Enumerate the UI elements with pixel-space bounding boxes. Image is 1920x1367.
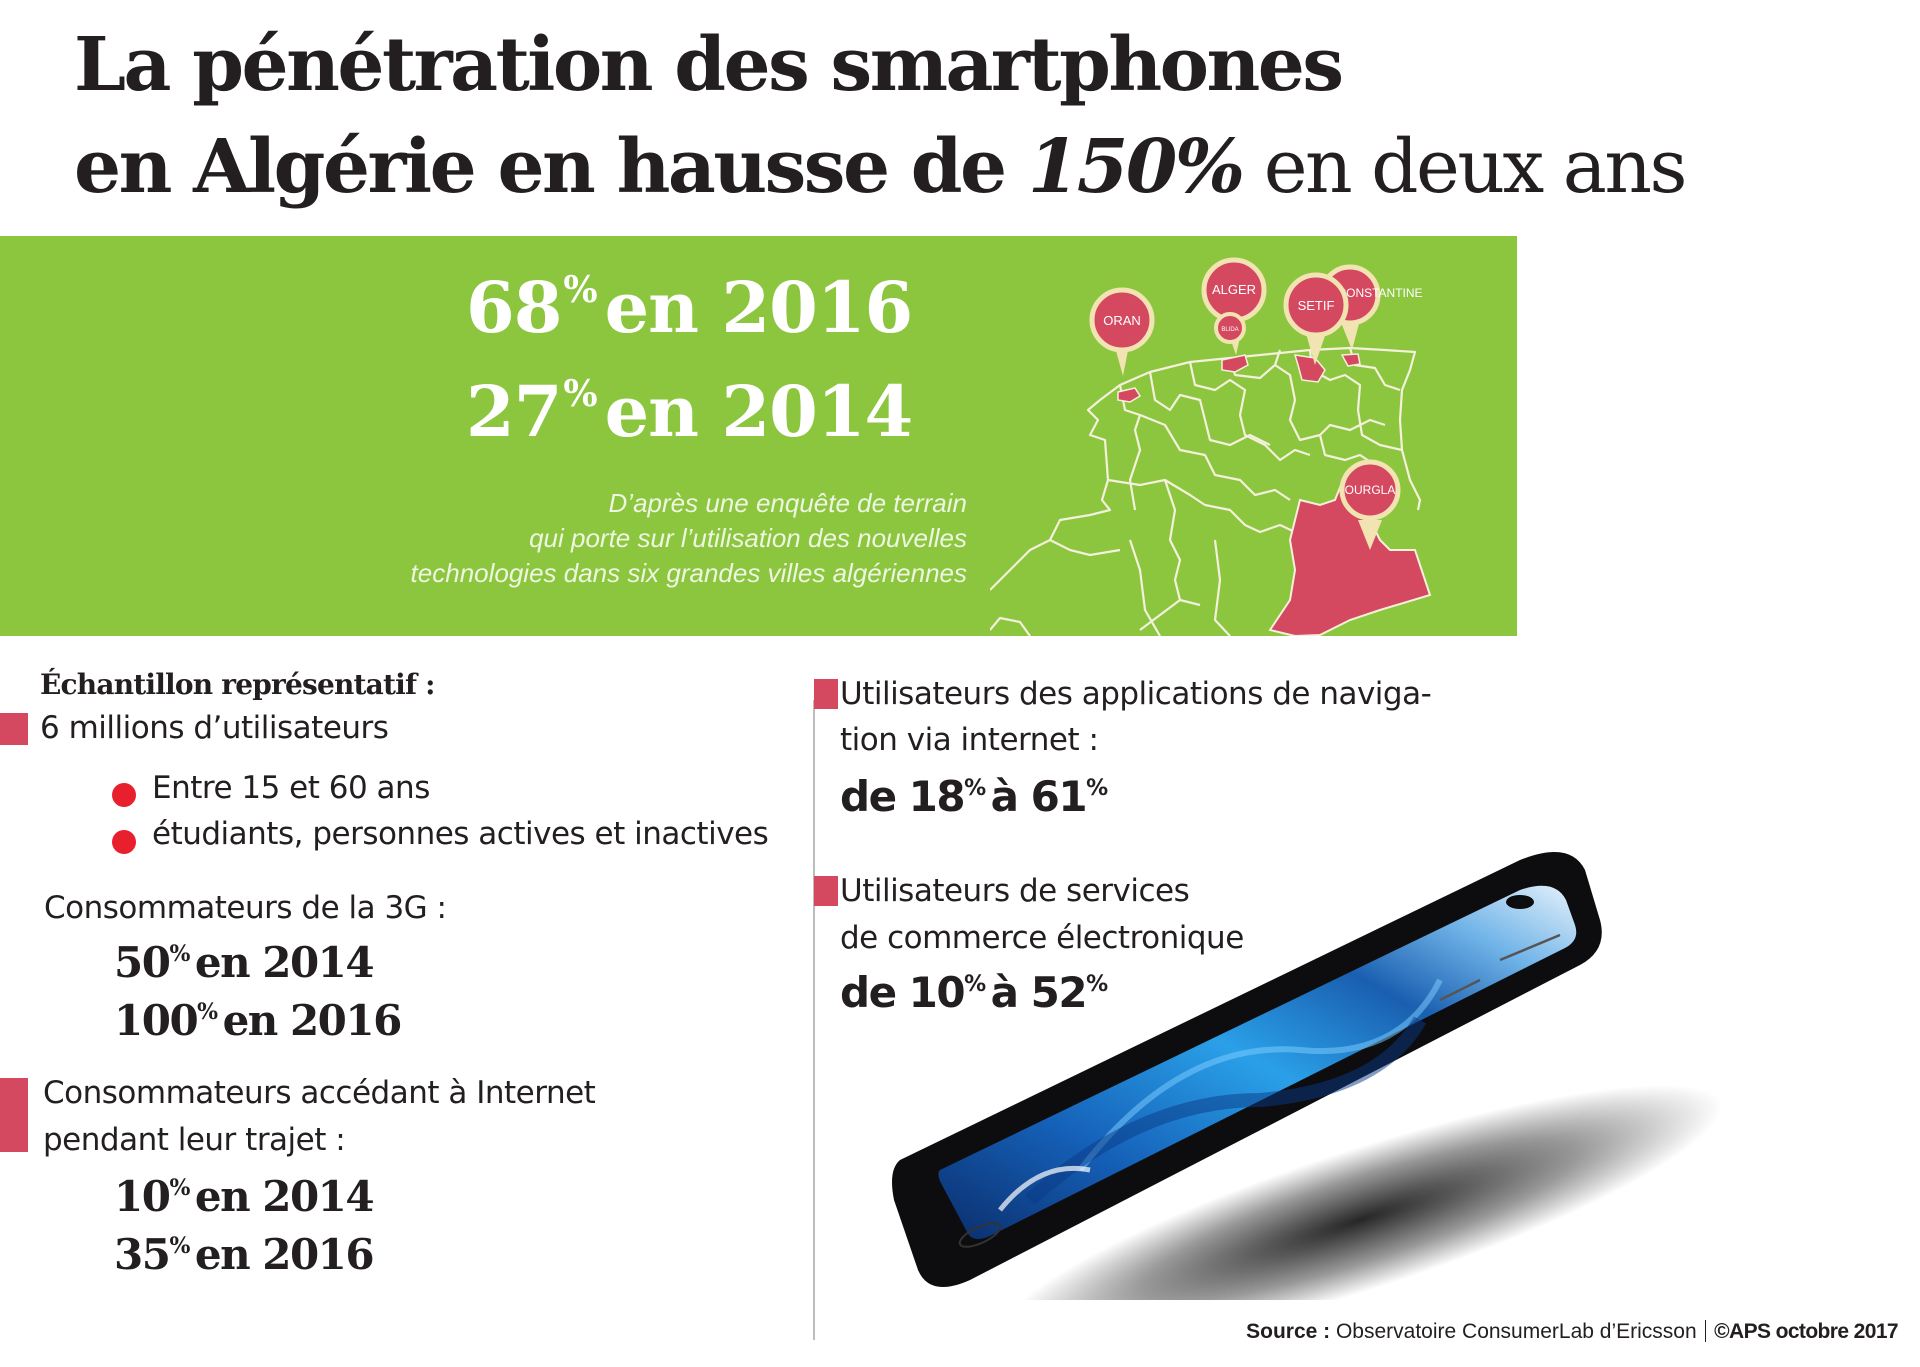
ecom-stat: de 10% à 52% (840, 968, 1113, 1017)
svg-text:ALGER: ALGER (1212, 282, 1256, 297)
stat-value: 27 (466, 370, 562, 453)
red-square-marker (814, 876, 838, 906)
stat-suffix: en 2016 (222, 996, 403, 1045)
survey-line: technologies dans six grandes villes alg… (410, 558, 967, 588)
stat-unit: % (563, 373, 597, 415)
stat-unit: % (964, 972, 986, 997)
ecom-heading-line-1: Utilisateurs de services (840, 873, 1190, 909)
stat-mid: à (990, 772, 1031, 821)
stat-suffix: en 2014 (604, 370, 914, 453)
sample-size: 6 millions d’utilisateurs (40, 710, 389, 746)
stat-unit: % (1086, 972, 1108, 997)
title-bold-part: en Algérie en hausse de (74, 124, 1028, 210)
svg-text:SETIF: SETIF (1298, 298, 1335, 313)
bullet-dot (112, 783, 136, 807)
stat-suffix: en 2016 (604, 266, 914, 349)
stat-unit: % (1086, 776, 1108, 801)
source-footer: Source : Observatoire ConsumerLab d’Eric… (1246, 1320, 1899, 1344)
stat-to: 61 (1030, 772, 1088, 821)
sample-heading: Échantillon représentatif : (40, 668, 436, 701)
title-emphasis: 150% (1027, 124, 1245, 210)
nav-stat: de 18% à 61% (840, 772, 1113, 821)
banner-stat-2014: 27% en 2014 (466, 373, 913, 447)
algeria-map: ORAN ALGER BLIDA CONSTANTINE SETIF OURGL… (990, 257, 1432, 636)
stat-unit: % (169, 1175, 190, 1201)
svg-text:BLIDA: BLIDA (1221, 327, 1238, 333)
nav-heading-line-1: Utilisateurs des applications de naviga- (840, 676, 1432, 712)
stat-value: 50 (114, 938, 171, 987)
copyright: ©APS octobre 2017 (1714, 1320, 1898, 1343)
green-banner (0, 236, 1517, 636)
commute-stat-2014: 10% en 2014 (114, 1172, 375, 1221)
banner-stat-2016: 68% en 2016 (466, 269, 913, 343)
page-title-line-2: en Algérie en hausse de 150% en deux ans (74, 130, 1688, 204)
pin-ourgla: OURGLA (1339, 459, 1401, 550)
stat-suffix: en 2014 (194, 938, 375, 987)
column-divider (813, 700, 815, 1340)
source-label: Source : (1246, 1320, 1331, 1343)
stat-value: 10 (114, 1172, 171, 1221)
bullet-dot (112, 830, 136, 854)
stat-unit: % (197, 999, 218, 1025)
svg-text:CONSTANTINE: CONSTANTINE (1337, 286, 1422, 300)
page-title-line-1: La pénétration des smartphones (74, 22, 1344, 108)
red-square-marker (0, 713, 28, 745)
smartphone-illustration (892, 852, 1723, 1300)
g3-stat-2016: 100% en 2016 (114, 996, 403, 1045)
footer-separator (1704, 1320, 1707, 1342)
bullet-age-range: Entre 15 et 60 ans (152, 770, 430, 806)
stat-prefix: de (840, 968, 909, 1017)
g3-stat-2014: 50% en 2014 (114, 938, 375, 987)
red-square-marker (814, 679, 838, 709)
title-light-part: en deux ans (1242, 124, 1688, 210)
bullet-population: étudiants, personnes actives et inactive… (152, 816, 769, 852)
source-text: Observatoire ConsumerLab d’Ericsson (1330, 1320, 1697, 1343)
stat-mid: à (990, 968, 1031, 1017)
ecom-heading-line-2: de commerce électronique (840, 920, 1244, 956)
commute-heading-line-2: pendant leur trajet : (43, 1122, 346, 1158)
survey-description: D’après une enquête de terrain qui porte… (411, 486, 967, 591)
stat-value: 68 (466, 266, 562, 349)
svg-text:OURGLA: OURGLA (1345, 483, 1396, 497)
stat-value: 35 (114, 1230, 171, 1279)
stat-unit: % (563, 269, 597, 311)
stat-from: 18 (908, 772, 966, 821)
stat-suffix: en 2014 (194, 1172, 375, 1221)
stat-from: 10 (908, 968, 966, 1017)
survey-line: qui porte sur l’utilisation des nouvelle… (529, 523, 967, 553)
pin-setif: SETIF (1283, 272, 1349, 365)
survey-line: D’après une enquête de terrain (608, 488, 967, 518)
pin-oran: ORAN (1089, 287, 1155, 376)
red-bar-marker (0, 1078, 28, 1152)
stat-value: 100 (114, 996, 199, 1045)
nav-heading-line-2: tion via internet : (840, 722, 1099, 758)
stat-to: 52 (1030, 968, 1088, 1017)
svg-text:ORAN: ORAN (1103, 313, 1141, 328)
pin-alger: ALGER BLIDA (1201, 257, 1267, 355)
commute-heading-line-1: Consommateurs accédant à Internet (43, 1075, 596, 1111)
stat-unit: % (169, 1233, 190, 1259)
stat-unit: % (169, 941, 190, 967)
g3-heading: Consommateurs de la 3G : (44, 890, 447, 926)
stat-suffix: en 2016 (194, 1230, 375, 1279)
stat-prefix: de (840, 772, 909, 821)
stat-unit: % (964, 776, 986, 801)
commute-stat-2016: 35% en 2016 (114, 1230, 375, 1279)
